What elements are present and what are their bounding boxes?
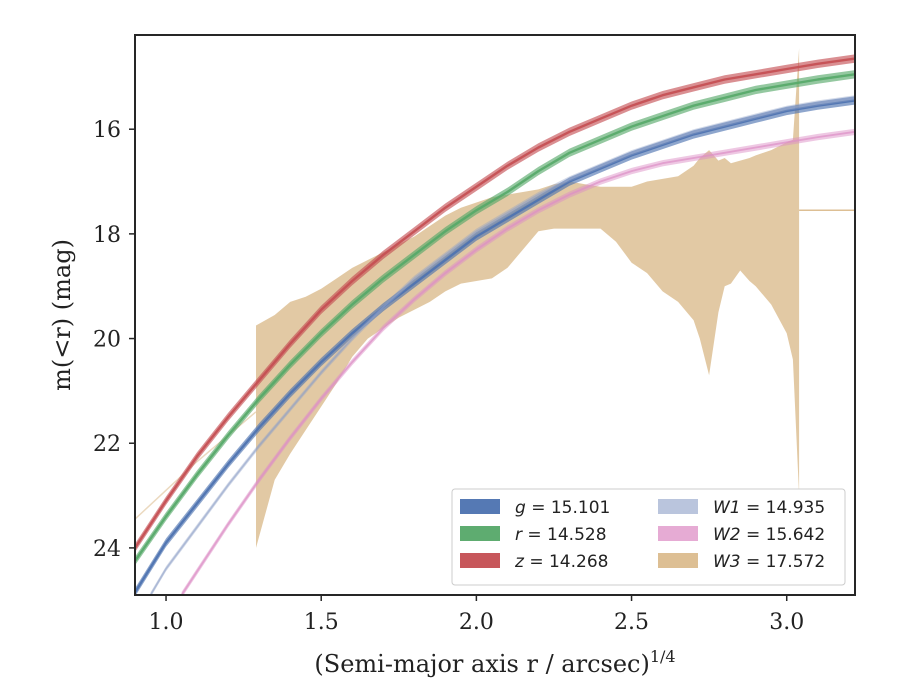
x-axis-label: (Semi-major axis r / arcsec)1/4 — [314, 647, 675, 678]
y-tick-label: 24 — [93, 537, 121, 562]
legend-swatch-w3 — [658, 553, 698, 568]
legend-variable: r — [515, 525, 523, 545]
legend-value: = 14.528 — [522, 525, 607, 545]
legend-label-g: g = 15.101 — [515, 498, 610, 518]
legend-value: = 15.101 — [526, 498, 611, 518]
legend-box — [451, 488, 846, 586]
legend-swatch-g — [460, 499, 500, 514]
series-line-w1 — [149, 97, 855, 595]
x-axis-ticks: 1.0 1.5 2.0 2.5 3.0 — [149, 595, 804, 635]
y-axis-label: m(<r) (mag) — [48, 239, 76, 391]
series-line-z — [135, 57, 855, 549]
legend-variable: g — [515, 498, 526, 518]
series-line-g — [135, 99, 855, 594]
y-tick-label: 16 — [93, 118, 121, 143]
legend-variable: W2 — [713, 525, 741, 545]
y-axis-ticks: 16 18 20 22 24 — [93, 118, 135, 562]
legend-swatch-w2 — [658, 526, 698, 541]
y-tick-label: 18 — [93, 223, 121, 248]
legend-swatch-z — [460, 553, 500, 568]
plot-frame — [134, 34, 856, 596]
x-axis-label-text: (Semi-major axis r / arcsec) — [314, 650, 649, 678]
legend-variable: W3 — [713, 552, 741, 572]
plot-area — [135, 48, 855, 595]
legend-swatch-r — [460, 526, 500, 541]
x-tick-label: 2.5 — [614, 610, 649, 635]
x-tick-label: 2.0 — [459, 610, 494, 635]
legend-variable: W1 — [713, 498, 741, 518]
legend-swatch-w1 — [658, 499, 698, 514]
x-tick-label: 1.5 — [304, 610, 339, 635]
x-tick-label: 3.0 — [769, 610, 804, 635]
legend-label-z: z = 14.268 — [514, 552, 608, 572]
legend-label-w3: W3 = 17.572 — [713, 552, 825, 572]
legend-value: = 15.642 — [741, 525, 826, 545]
legend-value: = 17.572 — [741, 552, 826, 572]
legend-label-w2: W2 = 15.642 — [713, 525, 825, 545]
legend-value: = 14.935 — [741, 498, 826, 518]
x-axis-label-superscript: 1/4 — [650, 647, 676, 666]
y-tick-label: 22 — [93, 432, 121, 457]
legend-value: = 14.268 — [524, 552, 609, 572]
legend-label-r: r = 14.528 — [515, 525, 607, 545]
legend-variable: z — [514, 552, 525, 572]
y-tick-label: 20 — [93, 328, 121, 353]
x-tick-label: 1.0 — [149, 610, 184, 635]
series-line-w2 — [180, 130, 855, 595]
series-line-r — [135, 73, 855, 562]
legend-label-w1: W1 = 14.935 — [713, 498, 825, 518]
